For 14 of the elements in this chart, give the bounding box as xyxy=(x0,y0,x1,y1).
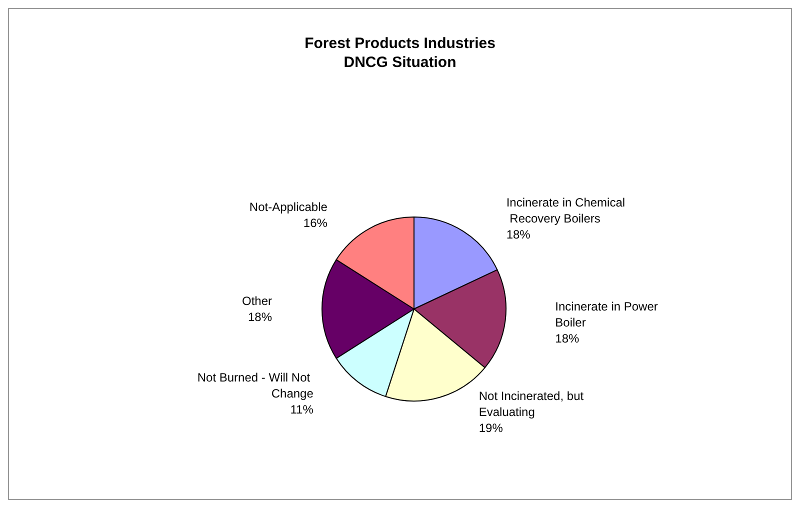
slice-label: Other xyxy=(242,294,272,308)
chart-subtitle: DNCG Situation xyxy=(344,54,456,71)
data-label: 18% xyxy=(248,310,272,324)
slice-label: Incinerate in Power Boiler xyxy=(555,299,662,330)
data-label: 19% xyxy=(478,420,504,435)
slice-label: Not Incinerated, but Evaluating xyxy=(478,388,587,419)
data-label: 16% xyxy=(303,216,328,230)
slice-label: Incinerate in Chemical Recovery Boilers xyxy=(506,196,626,226)
data-label: 18% xyxy=(506,228,531,242)
slice-label: Not Burned - Will Not Change xyxy=(197,370,314,401)
data-label: 11% xyxy=(290,402,314,417)
data-label: 18% xyxy=(555,331,580,346)
slice-label: Not-Applicable xyxy=(249,200,328,214)
chart-title: Forest Products Industries xyxy=(304,35,496,52)
